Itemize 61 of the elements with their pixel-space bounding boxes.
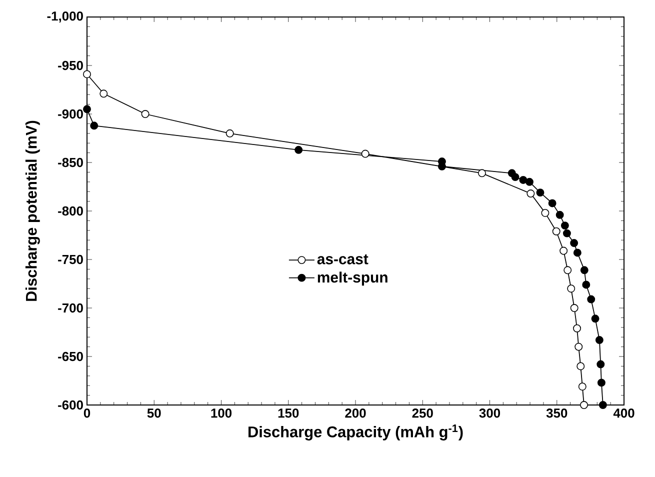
point <box>580 401 588 409</box>
x-tick-label: 200 <box>345 408 366 418</box>
y-tick-label: -800 <box>58 206 83 216</box>
point <box>573 324 582 332</box>
point <box>591 314 600 323</box>
y-tick-label: -650 <box>58 352 83 362</box>
point <box>541 208 550 217</box>
point <box>596 360 605 368</box>
point <box>511 173 520 182</box>
x-tick-label: 350 <box>546 408 568 418</box>
point <box>478 169 486 178</box>
point <box>548 199 556 208</box>
point <box>582 280 590 289</box>
point <box>560 246 568 255</box>
legend-label: as-cast <box>317 254 368 264</box>
point <box>526 178 534 186</box>
y-tick-label: -700 <box>58 303 83 313</box>
x-tick-label: 300 <box>479 408 500 418</box>
x-tick-label: 100 <box>211 408 232 418</box>
point <box>226 129 234 138</box>
point <box>573 248 582 257</box>
point <box>570 239 578 247</box>
point <box>580 266 588 274</box>
y-tick-label: -950 <box>58 60 83 70</box>
point <box>564 266 572 274</box>
point <box>570 304 578 312</box>
point <box>294 146 303 154</box>
point <box>587 295 596 304</box>
point <box>574 342 583 351</box>
point <box>595 336 604 344</box>
point <box>90 122 98 130</box>
y-tick-label: -750 <box>58 254 83 264</box>
point <box>526 190 535 198</box>
x-tick-label: 250 <box>412 408 433 418</box>
y-tick-label: -600 <box>58 400 83 410</box>
point <box>560 222 569 230</box>
point <box>578 382 586 391</box>
x-tick-label: 400 <box>613 408 634 418</box>
point <box>83 105 91 114</box>
point <box>597 378 606 387</box>
y-tick-label: -850 <box>58 158 83 168</box>
point <box>536 188 544 197</box>
x-tick-label: 50 <box>147 408 161 418</box>
legend-label: melt-spun <box>318 272 388 286</box>
point <box>567 284 576 293</box>
point <box>562 229 571 238</box>
point <box>576 362 585 370</box>
point <box>83 70 91 78</box>
point <box>141 110 150 118</box>
point <box>519 176 528 184</box>
x-tick-label: 150 <box>278 408 299 418</box>
point <box>552 227 560 236</box>
y-tick-label: -900 <box>58 109 83 119</box>
point <box>100 90 108 98</box>
point <box>361 150 370 158</box>
point <box>556 210 564 219</box>
point <box>598 401 607 409</box>
x-axis-title: Discharge Capacity (mAh g$^{-1}$) <box>248 424 463 440</box>
x-tick-label: 0 <box>84 408 90 418</box>
y-tick-label: -1,000 <box>47 11 83 23</box>
y-axis-title: Discharge potential (mV) <box>25 120 40 301</box>
